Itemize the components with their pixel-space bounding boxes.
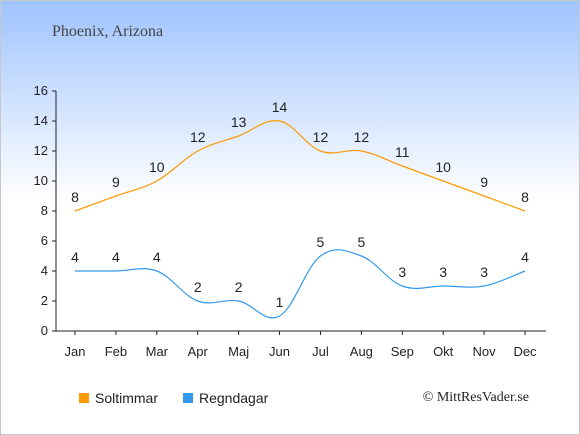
data-label-regndagar: 2 <box>194 279 202 295</box>
legend-swatch-regndagar <box>183 393 193 403</box>
legend-swatch-soltimmar <box>79 393 89 403</box>
data-labels: 8 9 10 12 13 14 12 12 11 10 9 8 4 4 4 2 2 1 5 5 3 3 3 4 <box>71 99 529 310</box>
y-tick-label: 10 <box>34 173 48 188</box>
legend-label-regndagar: Regndagar <box>199 390 269 406</box>
data-label-regndagar: 3 <box>398 264 406 280</box>
data-label-regndagar: 4 <box>153 249 161 265</box>
x-tick-label: Sep <box>391 344 414 359</box>
data-label-soltimmar: 12 <box>313 129 329 145</box>
data-label-regndagar: 5 <box>317 234 325 250</box>
x-tick-label: Nov <box>473 344 497 359</box>
y-tick-label: 0 <box>41 323 48 338</box>
data-label-soltimmar: 9 <box>112 174 120 190</box>
x-tick-label: Mar <box>146 344 169 359</box>
y-tick-label: 4 <box>41 263 48 278</box>
data-label-regndagar: 1 <box>276 294 284 310</box>
x-tick-label: Jan <box>65 344 86 359</box>
data-label-soltimmar: 10 <box>149 159 165 175</box>
series-line-soltimmar <box>74 120 526 212</box>
y-tick-label: 8 <box>41 203 48 218</box>
x-tick-label: Jun <box>269 344 290 359</box>
data-label-soltimmar: 14 <box>272 99 288 115</box>
series-line-regndagar <box>75 249 526 319</box>
y-tick-label: 16 <box>34 83 48 98</box>
legend-item-regndagar: Regndagar <box>183 390 268 406</box>
data-label-soltimmar: 11 <box>395 144 410 160</box>
y-tick-label: 6 <box>41 233 48 248</box>
x-tick-label: Okt <box>433 344 454 359</box>
x-tick-label: Jul <box>312 344 329 359</box>
x-tick-label: Dec <box>513 344 537 359</box>
data-label-soltimmar: 8 <box>71 189 79 205</box>
data-label-regndagar: 3 <box>439 264 447 280</box>
data-label-soltimmar: 12 <box>354 129 370 145</box>
series-lines <box>74 120 526 319</box>
x-tick-label: Feb <box>105 344 127 359</box>
legend-item-soltimmar: Soltimmar <box>79 390 158 406</box>
data-label-soltimmar: 12 <box>190 129 206 145</box>
legend-label-soltimmar: Soltimmar <box>95 390 159 406</box>
x-tick-label: Maj <box>228 344 249 359</box>
data-label-soltimmar: 10 <box>435 159 451 175</box>
data-label-soltimmar: 8 <box>521 189 529 205</box>
data-label-regndagar: 4 <box>71 249 79 265</box>
x-tick-label: Aug <box>350 344 373 359</box>
y-tick-label: 2 <box>41 293 48 308</box>
y-tick-label: 12 <box>34 143 48 158</box>
data-label-regndagar: 4 <box>112 249 120 265</box>
data-label-soltimmar: 9 <box>480 174 488 190</box>
credit-text: © MittResVader.se <box>422 390 529 405</box>
chart-title: Phoenix, Arizona <box>52 23 164 40</box>
data-label-regndagar: 2 <box>235 279 243 295</box>
y-tick-label: 14 <box>34 113 48 128</box>
data-label-soltimmar: 13 <box>231 114 247 130</box>
data-label-regndagar: 4 <box>521 249 529 265</box>
data-label-regndagar: 3 <box>480 264 488 280</box>
data-label-regndagar: 5 <box>357 234 365 250</box>
x-tick-label: Apr <box>188 344 209 359</box>
